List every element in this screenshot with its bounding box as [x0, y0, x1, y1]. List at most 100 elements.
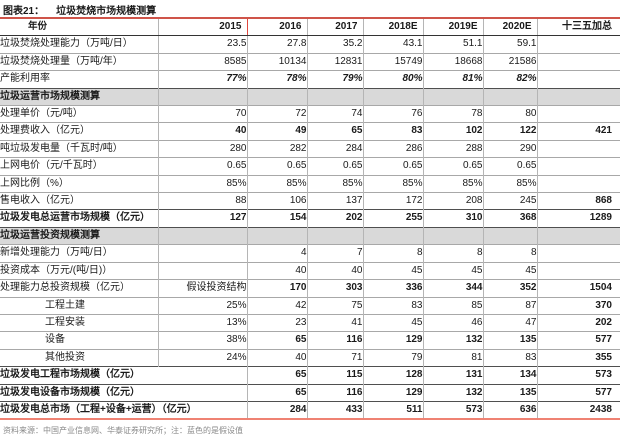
- empty-cell: [363, 87, 424, 106]
- market-size-table: 年份 2015 2016 2017 2018E 2019E 2020E 十三五加…: [0, 17, 620, 421]
- value-cell: 83: [363, 122, 424, 141]
- value-cell: 82%: [483, 70, 538, 89]
- section-row: 垃圾运营投资规模测算: [0, 226, 620, 245]
- value-cell: 286: [363, 139, 424, 158]
- column-header-2018e: 2018E: [363, 18, 424, 37]
- value-cell: 202: [537, 313, 620, 332]
- value-cell: 74: [307, 105, 364, 123]
- row-label: 新增处理能力（万吨/日）: [0, 244, 159, 263]
- value-cell: 87: [483, 296, 538, 315]
- value-cell: 78: [423, 105, 484, 123]
- value-cell: 0.65: [363, 157, 424, 176]
- value-cell: 132: [423, 383, 484, 402]
- value-cell: 336: [363, 279, 424, 297]
- value-cell: 85%: [363, 174, 424, 193]
- value-cell: 49: [247, 122, 308, 141]
- column-header-2019e: 2019E: [423, 18, 484, 37]
- value-cell: 35.2: [307, 35, 364, 54]
- value-cell: 8: [363, 244, 424, 263]
- row-label: 投资成本（万元/(吨/日)）: [0, 261, 159, 280]
- value-cell: 70: [158, 105, 248, 123]
- value-cell: 577: [537, 383, 620, 402]
- empty-cell: [247, 226, 308, 245]
- value-cell: 1289: [537, 209, 620, 228]
- value-cell: 282: [247, 139, 308, 158]
- empty-cell: [423, 226, 484, 245]
- value-cell: 85%: [307, 174, 364, 193]
- table-row: 产能利用率 77% 78% 79% 80% 81% 82%: [0, 70, 620, 89]
- value-cell: 8585: [158, 52, 248, 71]
- value-cell: 83: [483, 348, 538, 367]
- empty-cell: [247, 87, 308, 106]
- table-row: 上网电价（元/千瓦时） 0.65 0.65 0.65 0.65 0.65 0.65: [0, 157, 620, 176]
- section-header-label: 垃圾运营市场规模测算: [0, 87, 159, 106]
- table-row: 新增处理能力（万吨/日） 4 7 8 8 8: [0, 244, 620, 263]
- value-cell: 129: [363, 331, 424, 350]
- value-cell: 511: [363, 400, 424, 420]
- value-cell: 310: [423, 209, 484, 228]
- table-body: 垃圾焚烧处理能力（万吨/日） 23.5 27.8 35.2 43.1 51.1 59.1 垃圾…: [0, 35, 620, 420]
- value-cell: 85%: [158, 174, 248, 193]
- value-cell: 41: [307, 313, 364, 332]
- row-label: 垃圾发电总运营市场规模（亿元）: [0, 209, 159, 228]
- value-cell: 868: [537, 192, 620, 210]
- value-cell: 25%: [158, 296, 248, 315]
- value-cell: 76: [363, 105, 424, 123]
- value-cell: [537, 261, 620, 280]
- value-cell: 81: [423, 348, 484, 367]
- value-cell: 1504: [537, 279, 620, 297]
- empty-cell: [537, 226, 620, 245]
- value-cell: 23: [247, 313, 308, 332]
- value-cell: 573: [537, 366, 620, 385]
- value-cell: 85%: [247, 174, 308, 193]
- table-row: 投资成本（万元/(吨/日)） 40 40 45 45 45: [0, 261, 620, 280]
- row-label: 上网比例（%）: [0, 174, 159, 193]
- value-cell: 43.1: [363, 35, 424, 54]
- value-cell: 10134: [247, 52, 308, 71]
- value-cell: 290: [483, 139, 538, 158]
- value-cell: [537, 70, 620, 89]
- value-cell: 284: [307, 139, 364, 158]
- value-cell: 75: [307, 296, 364, 315]
- table-row: 垃圾焚烧处理量（万吨/年） 8585 10134 12831 15749 18668 215…: [0, 52, 620, 71]
- value-cell: 85%: [483, 174, 538, 193]
- value-cell: 42: [247, 296, 308, 315]
- value-cell: 344: [423, 279, 484, 297]
- value-cell: 154: [247, 209, 308, 228]
- row-label: 其他投资: [0, 348, 159, 367]
- empty-cell: [483, 226, 538, 245]
- value-cell: 170: [247, 279, 308, 297]
- value-cell: 38%: [158, 331, 248, 350]
- value-cell: 40: [158, 122, 248, 141]
- row-label: 垃圾焚烧处理量（万吨/年）: [0, 52, 159, 71]
- value-cell: 202: [307, 209, 364, 228]
- row-label: 工程安装: [0, 313, 159, 332]
- row-label: 上网电价（元/千瓦时）: [0, 157, 159, 176]
- value-cell: 21586: [483, 52, 538, 71]
- empty-cell: [423, 87, 484, 106]
- value-cell: 134: [483, 366, 538, 385]
- value-cell: 85%: [423, 174, 484, 193]
- table-row: 处理费收入（亿元） 40 49 65 83 102 122 421: [0, 122, 620, 141]
- value-cell: 0.65: [247, 157, 308, 176]
- value-cell: 255: [363, 209, 424, 228]
- value-cell: 24%: [158, 348, 248, 367]
- value-cell: 102: [423, 122, 484, 141]
- value-cell: 59.1: [483, 35, 538, 54]
- row-label: 吨垃圾发电量（千瓦时/吨）: [0, 139, 159, 158]
- empty-cell: [158, 87, 248, 106]
- value-cell: 7: [307, 244, 364, 263]
- value-cell: 13%: [158, 313, 248, 332]
- column-header-2017: 2017: [307, 18, 364, 37]
- value-cell: 47: [483, 313, 538, 332]
- value-cell: 127: [158, 209, 248, 228]
- table-row: 上网比例（%） 85% 85% 85% 85% 85% 85%: [0, 174, 620, 193]
- value-cell: 303: [307, 279, 364, 297]
- row-label: 处理能力总投资规模（亿元）: [0, 279, 159, 297]
- table-row: 垃圾发电总市场（工程+设备+运营）（亿元） 284 433 511 573 636 2438: [0, 400, 620, 420]
- column-header-2015: 2015: [158, 18, 248, 37]
- value-cell: 65: [307, 122, 364, 141]
- table-row: 垃圾发电设备市场规模（亿元） 65 116 129 132 135 577: [0, 383, 620, 402]
- value-cell: 115: [307, 366, 364, 385]
- empty-cell: [363, 226, 424, 245]
